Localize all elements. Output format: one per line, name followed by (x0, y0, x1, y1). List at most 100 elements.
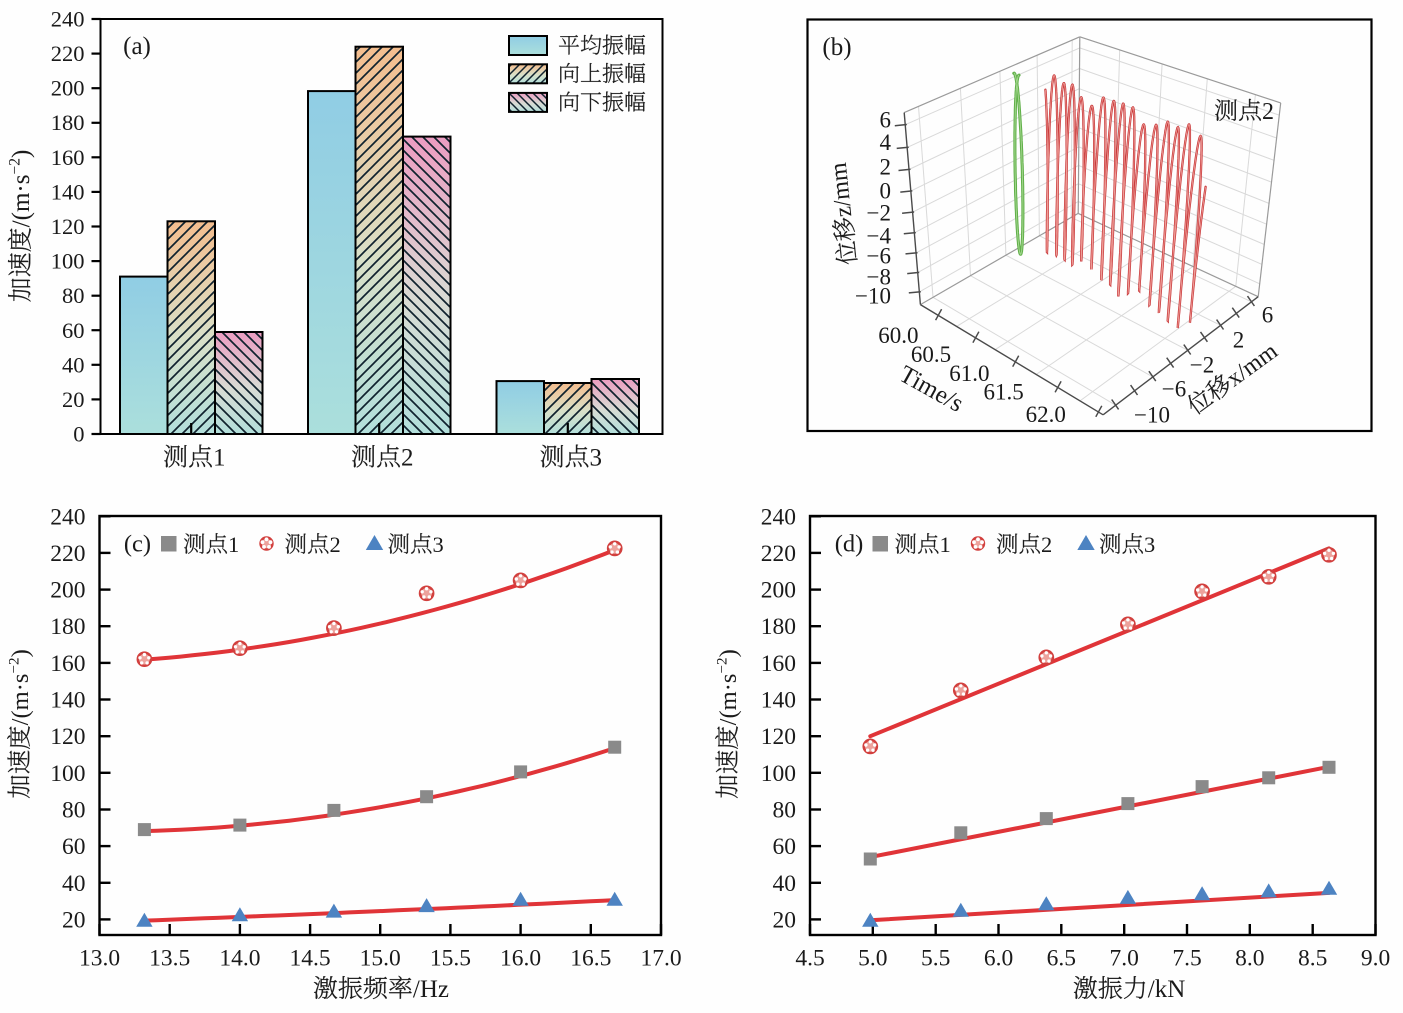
svg-text:6.0: 6.0 (984, 946, 1013, 972)
svg-text:−2: −2 (1190, 353, 1214, 378)
svg-text:−10: −10 (855, 284, 891, 309)
svg-text:2: 2 (330, 532, 341, 557)
svg-text:8.5: 8.5 (1298, 946, 1327, 972)
svg-text:5.0: 5.0 (858, 946, 887, 972)
svg-text:100: 100 (50, 761, 85, 787)
svg-text:(c): (c) (124, 531, 151, 558)
svg-text:8.0: 8.0 (1235, 946, 1264, 972)
svg-text:6: 6 (880, 108, 892, 133)
svg-text:6.5: 6.5 (1047, 946, 1076, 972)
svg-text:40: 40 (773, 871, 797, 897)
svg-text:0: 0 (880, 179, 892, 204)
svg-text:4.5: 4.5 (795, 946, 824, 972)
svg-text:61.5: 61.5 (983, 380, 1023, 405)
svg-text:/(m·s: /(m·s (715, 674, 742, 726)
svg-text:15.0: 15.0 (360, 946, 401, 972)
svg-text:100: 100 (761, 761, 796, 787)
svg-text:3: 3 (590, 445, 603, 472)
svg-text:200: 200 (51, 76, 85, 101)
svg-text:20: 20 (773, 907, 797, 933)
svg-text:3: 3 (1144, 532, 1155, 557)
svg-text:120: 120 (50, 724, 85, 750)
svg-text:60: 60 (62, 834, 86, 860)
svg-text:40: 40 (62, 352, 85, 377)
svg-text:6: 6 (1262, 303, 1274, 328)
svg-text:80: 80 (62, 798, 86, 824)
svg-text:220: 220 (50, 541, 85, 567)
svg-text:100: 100 (51, 249, 85, 274)
svg-text:1: 1 (228, 532, 239, 557)
svg-text:(a): (a) (123, 33, 151, 60)
svg-text:−6: −6 (1162, 377, 1186, 402)
svg-text:180: 180 (761, 614, 796, 640)
svg-text:140: 140 (761, 688, 796, 714)
svg-text:17.0: 17.0 (640, 946, 681, 972)
svg-text:−2: −2 (7, 158, 24, 175)
svg-text:−6: −6 (867, 244, 891, 269)
svg-text:220: 220 (761, 541, 796, 567)
svg-text:7.0: 7.0 (1110, 946, 1139, 972)
svg-text:180: 180 (50, 614, 85, 640)
svg-text:180: 180 (51, 110, 85, 135)
svg-text:220: 220 (51, 41, 85, 66)
svg-text:): ) (8, 150, 35, 158)
svg-text:−8: −8 (867, 265, 891, 290)
svg-text:200: 200 (50, 578, 85, 604)
svg-text:1: 1 (213, 445, 226, 472)
svg-text:160: 160 (761, 651, 796, 677)
svg-text:4: 4 (880, 130, 892, 155)
svg-text:20: 20 (62, 387, 85, 412)
svg-text:−4: −4 (867, 224, 892, 249)
svg-text:62.0: 62.0 (1026, 402, 1066, 427)
svg-text:3: 3 (433, 532, 444, 557)
svg-text:9.0: 9.0 (1361, 946, 1390, 972)
svg-text:(d): (d) (835, 531, 864, 558)
svg-text:60: 60 (773, 834, 797, 860)
svg-text:60: 60 (62, 318, 85, 343)
svg-text:7.5: 7.5 (1172, 946, 1201, 972)
svg-text:z/mm: z/mm (826, 161, 858, 218)
svg-text:160: 160 (50, 651, 85, 677)
svg-text:2: 2 (401, 445, 414, 472)
svg-text:240: 240 (51, 7, 85, 32)
svg-text:/Hz: /Hz (413, 976, 449, 1003)
svg-text:2: 2 (1233, 328, 1245, 353)
svg-text:80: 80 (62, 283, 85, 308)
svg-text:120: 120 (761, 724, 796, 750)
svg-text:5.5: 5.5 (921, 946, 950, 972)
svg-text:0: 0 (73, 422, 84, 447)
svg-text:2: 2 (880, 155, 892, 180)
svg-text:140: 140 (51, 179, 85, 204)
svg-text:200: 200 (761, 578, 796, 604)
svg-text:−2: −2 (6, 657, 23, 673)
svg-text:240: 240 (50, 504, 85, 530)
svg-text:−2: −2 (714, 657, 731, 673)
svg-text:14.5: 14.5 (290, 946, 331, 972)
svg-text:/kN: /kN (1148, 976, 1186, 1003)
svg-text:61.0: 61.0 (949, 361, 989, 386)
svg-text:80: 80 (773, 798, 797, 824)
svg-text:/(m·s: /(m·s (7, 674, 34, 726)
svg-text:240: 240 (761, 504, 796, 530)
svg-text:−2: −2 (867, 201, 891, 226)
svg-text:140: 140 (50, 688, 85, 714)
svg-text:120: 120 (51, 214, 85, 239)
svg-text:−10: −10 (1134, 403, 1170, 428)
svg-text:16.0: 16.0 (500, 946, 541, 972)
svg-text:160: 160 (51, 145, 85, 170)
svg-text:(b): (b) (822, 34, 851, 61)
svg-text:/(m·s: /(m·s (8, 175, 35, 228)
svg-text:14.0: 14.0 (219, 946, 260, 972)
svg-text:): ) (715, 649, 742, 657)
svg-text:40: 40 (62, 871, 86, 897)
svg-text:13.0: 13.0 (79, 946, 120, 972)
svg-text:2: 2 (1041, 532, 1052, 557)
svg-text:): ) (7, 649, 34, 657)
svg-text:13.5: 13.5 (149, 946, 190, 972)
svg-text:15.5: 15.5 (430, 946, 471, 972)
svg-text:20: 20 (62, 907, 86, 933)
svg-text:60.0: 60.0 (878, 323, 918, 348)
svg-text:2: 2 (1262, 99, 1274, 125)
svg-text:1: 1 (940, 532, 951, 557)
svg-text:16.5: 16.5 (570, 946, 611, 972)
